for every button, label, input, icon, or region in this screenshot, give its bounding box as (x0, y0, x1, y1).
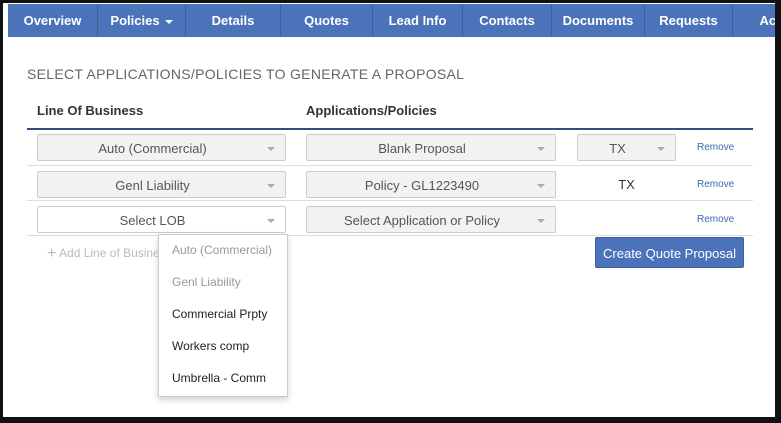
state-text: TX (618, 177, 635, 192)
lob-select[interactable]: Genl Liability (37, 171, 286, 198)
row-separator (27, 235, 753, 236)
column-header: Line Of Business (37, 103, 144, 118)
nav-item[interactable]: Quotes (281, 4, 373, 37)
state-select[interactable]: TX (577, 134, 676, 161)
remove-link[interactable]: Remove (697, 179, 735, 190)
nav-item[interactable]: Overview (8, 4, 98, 37)
remove-link[interactable]: Remove (697, 214, 735, 225)
plus-icon: + (47, 245, 57, 262)
lob-select[interactable]: Select LOB (37, 206, 286, 233)
nav-item[interactable]: Lead Info (373, 4, 463, 37)
row-separator (27, 200, 753, 201)
lob-dropdown: Auto (Commercial) Genl Liability Commercia… (158, 234, 288, 397)
application-select[interactable]: Select Application or Policy (306, 206, 556, 233)
add-line-link[interactable]: + Add Line of Business (47, 245, 172, 263)
nav-bar: Overview Policies Details Quotes Lead Info Co… (8, 4, 775, 37)
nav-item[interactable]: Policies (98, 4, 186, 37)
lob-select[interactable]: Auto (Commercial) (37, 134, 286, 161)
nav-item[interactable]: Act (733, 4, 775, 37)
nav-item[interactable]: Documents (552, 4, 645, 37)
remove-link[interactable]: Remove (697, 142, 735, 153)
add-line-text: Add Line of Business (59, 246, 172, 260)
column-header: Applications/Policies (306, 103, 437, 118)
nav-item[interactable]: Details (186, 4, 281, 37)
nav-item[interactable]: Requests (645, 4, 733, 37)
dropdown-option[interactable]: Workers comp (172, 339, 250, 353)
dropdown-option: Auto (Commercial) (172, 243, 273, 257)
application-select[interactable]: Blank Proposal (306, 134, 556, 161)
header-rule (27, 128, 753, 130)
application-select[interactable]: Policy - GL1223490 (306, 171, 556, 198)
dropdown-option: Genl Liability (172, 275, 241, 289)
row-separator (27, 165, 753, 166)
dropdown-option[interactable]: Commercial Prpty (172, 307, 268, 321)
heading: SELECT APPLICATIONS/POLICIES TO GENERATE… (27, 66, 465, 82)
create-proposal-button[interactable]: Create Quote Proposal (595, 237, 744, 268)
dropdown-option[interactable]: Umbrella - Comm (172, 371, 267, 385)
nav-item[interactable]: Contacts (463, 4, 552, 37)
